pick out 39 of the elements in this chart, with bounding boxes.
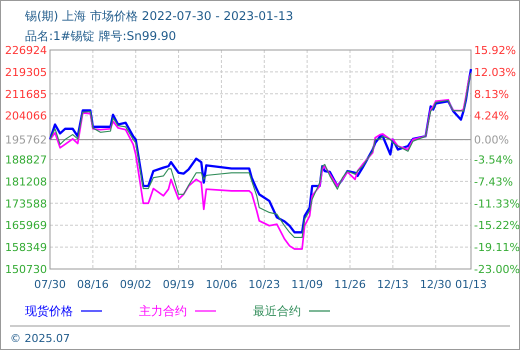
y-tick-label: 219305 [5,66,47,79]
x-tick-label: 01/13 [455,278,487,291]
y2-tick-label: -7.43% [474,175,513,188]
x-tick-label: 09/19 [162,278,194,291]
legend-label: 最近合约 [253,304,301,318]
y2-tick-label: -11.33% [474,197,520,210]
y-tick-label: 211685 [5,88,47,101]
x-tick-label: 12/13 [377,278,409,291]
x-tick-label: 09/02 [120,278,152,291]
y-tick-label: 226924 [5,44,47,57]
y2-tick-label: 0.00% [474,134,509,147]
y-tick-label: 173588 [5,197,47,210]
y2-tick-label: 4.24% [474,110,509,123]
x-tick-label: 11/26 [334,278,366,291]
y-tick-label: 165969 [5,219,47,232]
x-tick-label: 12/30 [420,278,452,291]
x-tick-label: 11/09 [291,278,323,291]
y-tick-label: 195762 [5,134,47,147]
x-tick-label: 10/06 [206,278,238,291]
legend-label: 主力合约 [139,304,187,318]
y2-tick-label: 15.92% [474,44,516,57]
y2-tick-label: 8.13% [474,88,509,101]
y-tick-label: 158349 [5,241,47,254]
y-tick-label: 188827 [5,154,47,166]
y-tick-label: 181208 [5,175,47,188]
y2-tick-label: 12.03% [474,66,516,79]
y2-tick-label: -3.54% [474,154,513,166]
y-tick-label: 204066 [5,110,47,123]
legend-label: 现货价格 [25,304,73,318]
x-tick-label: 07/30 [34,278,66,291]
y-tick-label: 150730 [5,263,47,276]
y2-tick-label: -15.22% [474,219,520,232]
chart-title: 锡(期) 上海 市场价格 2022-07-30 - 2023-01-13 [24,9,294,23]
y2-tick-label: -23.00% [474,263,520,276]
chart-subtitle: 品名:1#锡锭 牌号:Sn99.90 [25,29,176,43]
x-tick-label: 10/23 [248,278,280,291]
y2-tick-label: -19.11% [474,241,520,254]
text: © 2025.07 [10,332,70,345]
x-tick-label: 08/16 [77,278,109,291]
